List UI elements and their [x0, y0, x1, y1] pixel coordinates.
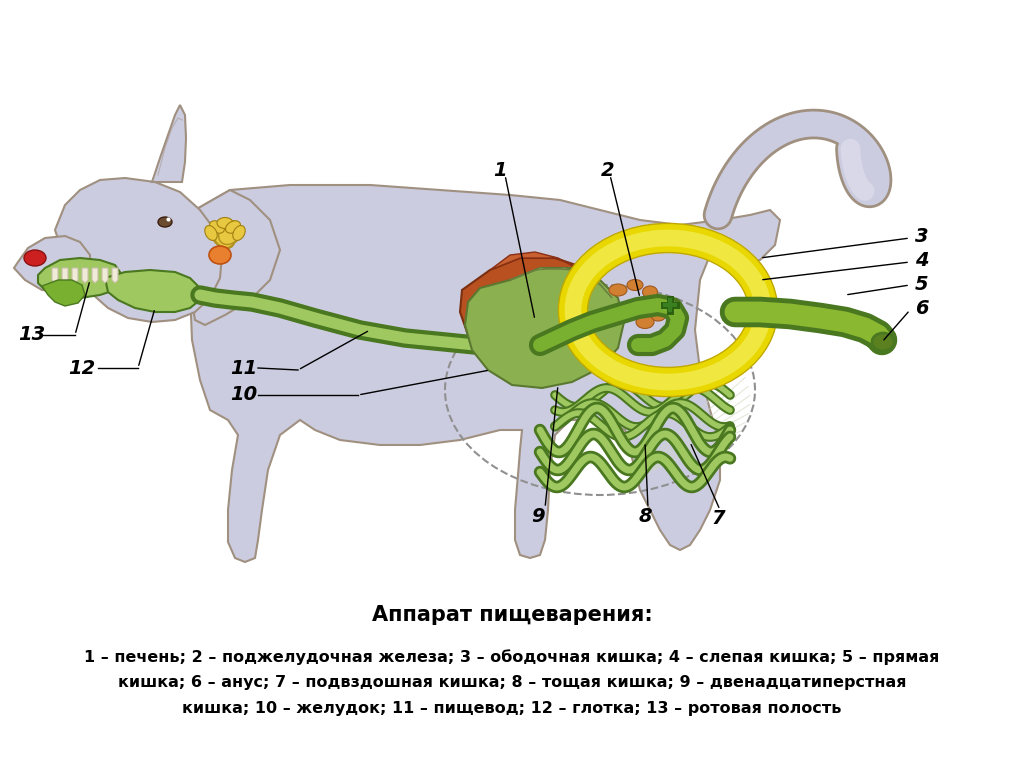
- Ellipse shape: [650, 309, 666, 321]
- Polygon shape: [55, 178, 222, 322]
- Polygon shape: [105, 270, 200, 312]
- Text: 5: 5: [915, 275, 929, 294]
- Polygon shape: [82, 268, 88, 283]
- Text: 4: 4: [915, 252, 929, 271]
- Ellipse shape: [225, 221, 241, 233]
- Text: 12: 12: [68, 358, 95, 377]
- Polygon shape: [465, 268, 624, 388]
- Ellipse shape: [205, 225, 217, 240]
- Polygon shape: [38, 258, 120, 298]
- Polygon shape: [190, 190, 280, 325]
- Polygon shape: [490, 252, 580, 270]
- Ellipse shape: [872, 333, 894, 351]
- Text: кишка; 10 – желудок; 11 – пищевод; 12 – глотка; 13 – ротовая полость: кишка; 10 – желудок; 11 – пищевод; 12 – …: [182, 702, 842, 716]
- Polygon shape: [510, 268, 612, 298]
- Ellipse shape: [158, 217, 172, 227]
- Text: 1: 1: [494, 160, 507, 179]
- Text: 3: 3: [915, 228, 929, 246]
- Text: 7: 7: [712, 509, 725, 528]
- Ellipse shape: [211, 221, 239, 243]
- Text: 2: 2: [601, 160, 614, 179]
- Text: 8: 8: [638, 506, 652, 525]
- Ellipse shape: [627, 279, 643, 291]
- Text: Аппарат пищеварения:: Аппарат пищеварения:: [372, 605, 652, 625]
- Polygon shape: [102, 268, 108, 283]
- Polygon shape: [72, 268, 78, 283]
- Ellipse shape: [217, 218, 233, 229]
- Polygon shape: [152, 105, 186, 182]
- Polygon shape: [92, 268, 98, 283]
- Ellipse shape: [212, 221, 232, 245]
- Ellipse shape: [609, 284, 627, 296]
- Ellipse shape: [653, 297, 667, 308]
- Ellipse shape: [232, 225, 245, 240]
- Text: 6: 6: [915, 298, 929, 318]
- Polygon shape: [42, 280, 85, 306]
- Text: 1 – печень; 2 – поджелудочная железа; 3 – ободочная кишка; 4 – слепая кишка; 5 –: 1 – печень; 2 – поджелудочная железа; 3 …: [84, 649, 940, 665]
- Ellipse shape: [212, 225, 234, 249]
- Text: 10: 10: [230, 386, 257, 404]
- Text: 13: 13: [18, 325, 45, 344]
- Ellipse shape: [636, 315, 654, 328]
- Polygon shape: [460, 258, 602, 360]
- Ellipse shape: [24, 250, 46, 266]
- Ellipse shape: [213, 226, 233, 248]
- Polygon shape: [52, 268, 58, 283]
- Polygon shape: [62, 268, 68, 283]
- Polygon shape: [190, 185, 780, 562]
- Ellipse shape: [642, 286, 657, 298]
- Ellipse shape: [214, 223, 240, 245]
- Ellipse shape: [209, 246, 231, 264]
- Polygon shape: [112, 268, 118, 283]
- Polygon shape: [14, 236, 90, 292]
- Text: 11: 11: [230, 358, 257, 377]
- Ellipse shape: [210, 221, 224, 233]
- Ellipse shape: [218, 221, 242, 245]
- Text: кишка; 6 – анус; 7 – подвздошная кишка; 8 – тощая кишка; 9 – двенадцатиперстная: кишка; 6 – анус; 7 – подвздошная кишка; …: [118, 676, 906, 690]
- Text: 9: 9: [531, 506, 545, 525]
